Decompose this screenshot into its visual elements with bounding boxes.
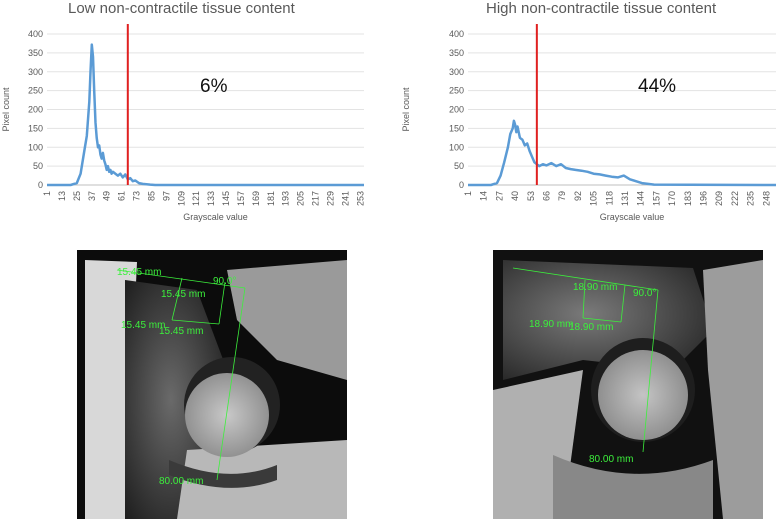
x-tick-label: 97 (161, 191, 171, 201)
x-tick-label: 14 (479, 191, 489, 201)
x-tick-label: 222 (730, 191, 740, 206)
x-tick-label: 229 (325, 191, 335, 206)
x-tick-label: 144 (636, 191, 646, 206)
x-tick-label: 205 (296, 191, 306, 206)
angle-label: 90.0° (213, 276, 236, 287)
histogram-chart-low: 0 50 100 150 200 250 300 350 400 1 13 25 37 49 61 73 85 9… (1, 24, 365, 222)
y-tick-label: 0 (38, 180, 43, 190)
y-tick-label: 250 (449, 86, 464, 96)
mri-image-high: 18.90 mm 90.0° 18.90 mm 18.90 mm 80.00 m… (493, 250, 763, 519)
chart-title-low: Low non-contractile tissue content (68, 0, 295, 17)
measurement-label: 18.90 mm (573, 282, 617, 293)
measurement-label: 18.90 mm (529, 319, 573, 330)
x-tick-label: 248 (761, 191, 771, 206)
x-tick-label: 133 (206, 191, 216, 206)
x-tick-label: 157 (236, 191, 246, 206)
y-tick-label: 200 (449, 105, 464, 115)
x-tick-label: 61 (117, 191, 127, 201)
y-tick-label: 350 (28, 48, 43, 58)
measurement-label: 18.90 mm (569, 322, 613, 333)
x-tick-label: 109 (176, 191, 186, 206)
x-tick-label: 105 (589, 191, 599, 206)
histogram-chart-high: 0 50 100 150 200 250 300 350 400 1 14 27 40 53 66 79 92 1… (401, 24, 777, 222)
y-tick-label: 50 (33, 161, 43, 171)
x-tick-label: 1 (42, 191, 52, 196)
y-tick-label: 100 (449, 142, 464, 152)
x-tick-label: 13 (57, 191, 67, 201)
x-tick-label: 79 (557, 191, 567, 201)
x-tick-label: 170 (667, 191, 677, 206)
x-tick-label: 73 (132, 191, 142, 201)
x-tick-label: 253 (355, 191, 365, 206)
measurement-label: 80.00 mm (589, 454, 633, 465)
x-tick-label: 118 (604, 191, 614, 205)
y-tick-label: 150 (449, 123, 464, 133)
y-tick-label: 400 (28, 29, 43, 39)
y-tick-label: 300 (449, 67, 464, 77)
x-tick-label: 53 (526, 191, 536, 201)
x-tick-label: 217 (311, 191, 321, 206)
x-tick-label: 66 (542, 191, 552, 201)
x-tick-label: 49 (102, 191, 112, 201)
y-tick-label: 50 (454, 161, 464, 171)
x-tick-label: 145 (221, 191, 231, 206)
x-tick-label: 235 (746, 191, 756, 206)
x-tick-label: 25 (72, 191, 82, 201)
chart-title-high: High non-contractile tissue content (486, 0, 717, 17)
y-tick-label: 400 (449, 29, 464, 39)
measurement-label: 15.45 mm (117, 267, 161, 278)
y-tick-label: 100 (28, 142, 43, 152)
x-tick-label: 85 (146, 191, 156, 201)
percentage-annotation: 44% (638, 76, 676, 97)
x-tick-label: 27 (494, 191, 504, 201)
series-line (47, 43, 364, 187)
x-tick-label: 196 (699, 191, 709, 206)
y-tick-label: 250 (28, 86, 43, 96)
x-tick-label: 169 (251, 191, 261, 206)
series-line (468, 119, 777, 187)
measurement-label: 15.45 mm (161, 289, 205, 300)
angle-label: 90.0° (633, 288, 656, 299)
x-tick-label: 131 (620, 191, 630, 206)
x-tick-label: 40 (510, 191, 520, 201)
x-tick-label: 157 (651, 191, 661, 206)
x-tick-label: 37 (87, 191, 97, 201)
x-tick-label: 181 (266, 191, 276, 206)
x-axis-label: Grayscale value (183, 212, 248, 222)
x-tick-label: 193 (281, 191, 291, 206)
y-tick-label: 150 (28, 123, 43, 133)
y-tick-label: 350 (449, 48, 464, 58)
mri-image-low: 15.45 mm 90.0° 15.45 mm 15.45 mm 15.45 m… (77, 250, 347, 519)
x-tick-label: 121 (191, 191, 201, 206)
measurement-label: 80.00 mm (159, 476, 203, 487)
y-axis-label: Pixel count (401, 87, 411, 132)
measurement-label: 15.45 mm (121, 320, 165, 331)
x-tick-label: 241 (340, 191, 350, 206)
y-tick-label: 200 (28, 105, 43, 115)
percentage-annotation: 6% (200, 76, 228, 97)
x-axis-label: Grayscale value (600, 212, 665, 222)
y-axis-label: Pixel count (1, 87, 11, 132)
x-tick-label: 1 (463, 191, 473, 196)
y-tick-label: 300 (28, 67, 43, 77)
x-tick-label: 183 (683, 191, 693, 206)
x-tick-label: 92 (573, 191, 583, 201)
measurement-label: 15.45 mm (159, 326, 203, 337)
y-tick-label: 0 (459, 180, 464, 190)
x-tick-label: 209 (714, 191, 724, 206)
